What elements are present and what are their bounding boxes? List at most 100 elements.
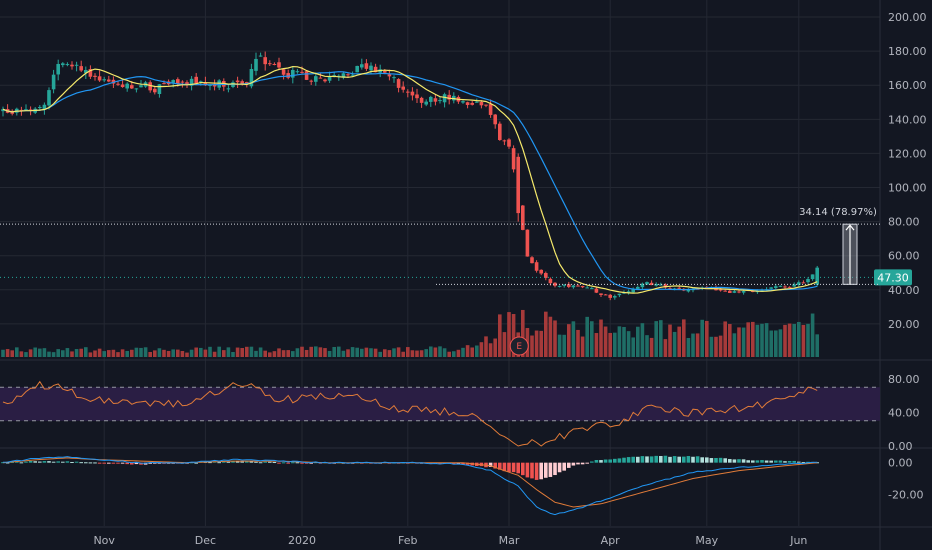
volume-bar	[576, 329, 580, 357]
candle-body	[493, 114, 497, 125]
macd-histogram-bar	[102, 462, 106, 464]
macd-histogram-bar	[194, 462, 198, 464]
macd-histogram-bar	[107, 462, 111, 464]
candle-body	[530, 257, 534, 264]
macd-histogram-bar	[626, 457, 631, 463]
volume-bar	[130, 349, 134, 357]
volume-bar	[452, 351, 456, 357]
candle-body	[774, 286, 778, 288]
macd-histogram-bar	[79, 462, 83, 464]
volume-bar	[258, 347, 263, 357]
candle-body	[723, 290, 727, 292]
volume-bar	[125, 350, 129, 357]
candle-body	[295, 71, 300, 73]
candle-body	[291, 69, 295, 78]
macd-histogram-bar	[125, 462, 129, 465]
volume-bar	[447, 351, 451, 357]
macd-histogram-bar	[240, 461, 244, 463]
candle-body	[419, 97, 424, 103]
volume-bar	[1, 349, 5, 357]
time-axis-tick: Feb	[398, 534, 417, 547]
volume-bar	[622, 326, 626, 357]
volume-bar	[74, 349, 79, 357]
measure-label: 34.14 (78.97%)	[799, 207, 877, 218]
candle-body	[806, 279, 810, 283]
candle-body	[212, 84, 217, 87]
time-axis-tick: 2020	[288, 534, 316, 547]
volume-bar	[226, 347, 231, 357]
volume-bar	[28, 349, 33, 357]
candle-body	[599, 293, 603, 296]
candle-body	[741, 291, 746, 293]
candle-body	[668, 288, 672, 290]
macd-histogram-bar	[774, 460, 778, 463]
price-axis-tick: 60.00	[888, 250, 920, 263]
macd-histogram-bar	[263, 461, 267, 463]
macd-histogram-bar	[764, 460, 769, 463]
volume-bar	[640, 323, 645, 357]
macd-histogram-bar	[157, 462, 162, 464]
candle-body	[525, 229, 530, 257]
macd-histogram-bar	[530, 462, 534, 479]
candle-body	[153, 88, 157, 93]
candle-body	[93, 75, 97, 77]
volume-bar	[185, 352, 189, 357]
volume-bar	[189, 349, 194, 357]
volume-bar	[51, 352, 56, 357]
candle-body	[769, 287, 773, 289]
candle-body	[562, 284, 566, 286]
volume-bar	[383, 349, 387, 357]
candle-body	[797, 282, 801, 285]
macd-histogram-bar	[93, 462, 97, 464]
candle-body	[199, 81, 203, 83]
candle-body	[424, 101, 428, 105]
macd-histogram-bar	[116, 462, 120, 464]
candle-body	[134, 88, 139, 90]
macd-histogram-bar	[465, 462, 470, 465]
candle-body	[636, 286, 640, 289]
macd-histogram-bar	[746, 460, 750, 463]
volume-bar	[15, 347, 19, 357]
volume-bar	[65, 348, 70, 357]
earnings-marker-label[interactable]: E	[516, 342, 522, 352]
candle-body	[203, 82, 208, 86]
time-axis-tick: Dec	[195, 534, 216, 547]
volume-bar	[806, 323, 810, 357]
earnings-marker[interactable]	[509, 336, 529, 356]
volume-bar	[148, 351, 152, 357]
macd-histogram-bar	[792, 460, 796, 463]
volume-bar	[626, 331, 631, 357]
time-axis-tick: Apr	[601, 534, 621, 547]
macd-histogram-bar	[291, 462, 295, 464]
volume-bar	[498, 314, 502, 357]
candle-body	[249, 69, 254, 87]
volume-bar	[222, 350, 226, 357]
candle-body	[778, 285, 783, 287]
candle-body	[79, 66, 83, 71]
macd-histogram-bar	[539, 462, 543, 480]
volume-bar	[268, 352, 272, 357]
volume-bar	[521, 309, 525, 357]
volume-bar	[507, 312, 511, 357]
candle-body	[304, 71, 309, 80]
macd-histogram-bar	[245, 461, 249, 463]
volume-bar	[672, 331, 677, 357]
volume-bar	[93, 350, 97, 357]
macd-histogram-bar	[668, 456, 672, 463]
candle-body	[567, 284, 571, 287]
volume-bar	[378, 351, 382, 357]
volume-bar	[774, 330, 778, 357]
volume-bar	[732, 333, 737, 357]
macd-histogram-bar	[309, 462, 313, 464]
candle-body	[51, 74, 56, 90]
candle-body	[42, 104, 47, 110]
volume-bar	[709, 336, 714, 357]
macd-histogram-bar	[645, 456, 649, 463]
rsi-line	[2, 380, 818, 447]
macd-histogram-bar	[488, 462, 493, 467]
macd-histogram-bar	[760, 460, 764, 463]
volume-bar	[373, 348, 378, 357]
volume-bar	[341, 350, 346, 357]
volume-bar	[337, 346, 341, 357]
